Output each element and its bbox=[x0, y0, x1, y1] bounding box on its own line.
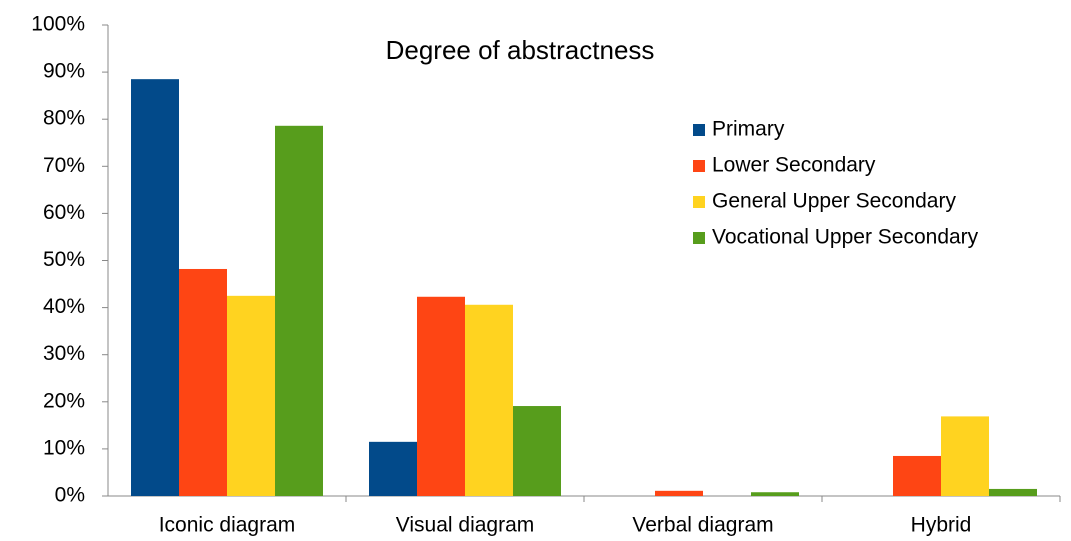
x-tick-label: Hybrid bbox=[911, 514, 972, 537]
legend-label: Primary bbox=[712, 118, 785, 141]
legend-label: General Upper Secondary bbox=[712, 190, 956, 213]
y-tick-label: 70% bbox=[43, 154, 85, 177]
legend-swatch bbox=[693, 232, 705, 244]
legend-swatch bbox=[693, 160, 705, 172]
y-tick-label: 20% bbox=[43, 389, 85, 412]
bar bbox=[179, 268, 227, 496]
y-tick-label: 10% bbox=[43, 436, 85, 459]
bar bbox=[465, 304, 513, 496]
y-tick-label: 100% bbox=[31, 13, 85, 36]
chart-title: Degree of abstractness bbox=[386, 35, 655, 65]
y-tick-label: 0% bbox=[55, 484, 85, 507]
bar bbox=[941, 416, 989, 496]
bar bbox=[417, 296, 465, 496]
x-tick-label: Iconic diagram bbox=[159, 514, 296, 537]
y-tick-label: 40% bbox=[43, 295, 85, 318]
bar bbox=[989, 488, 1037, 496]
bar bbox=[655, 490, 703, 496]
y-tick-label: 50% bbox=[43, 248, 85, 271]
y-tick-label: 30% bbox=[43, 342, 85, 365]
y-tick-label: 60% bbox=[43, 201, 85, 224]
legend-label: Vocational Upper Secondary bbox=[712, 226, 979, 249]
bar bbox=[131, 79, 179, 496]
bar bbox=[513, 406, 561, 496]
bar bbox=[275, 125, 323, 496]
legend-swatch bbox=[693, 196, 705, 208]
y-tick-label: 90% bbox=[43, 60, 85, 83]
y-tick-label: 80% bbox=[43, 107, 85, 130]
bar bbox=[751, 492, 799, 496]
legend-label: Lower Secondary bbox=[712, 154, 876, 177]
legend-swatch bbox=[693, 124, 705, 136]
x-tick-label: Visual diagram bbox=[396, 514, 535, 537]
bar bbox=[893, 455, 941, 496]
bar bbox=[369, 441, 417, 496]
x-tick-label: Verbal diagram bbox=[632, 514, 773, 537]
bar bbox=[227, 295, 275, 496]
